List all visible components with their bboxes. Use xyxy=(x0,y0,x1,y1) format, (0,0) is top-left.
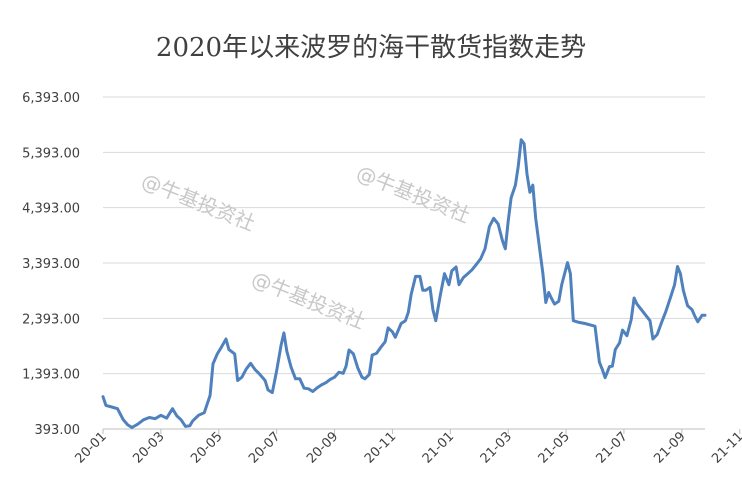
y-tick-label: 3,393.00 xyxy=(22,257,80,272)
y-tick-label: 393.00 xyxy=(35,423,81,438)
y-axis-ticks: 6,393.00 5,393.00 4,393.00 3,393.00 2,393.00… xyxy=(22,91,80,438)
y-tick-label: 1,393.00 xyxy=(22,368,80,383)
y-tick-label: 5,393.00 xyxy=(22,146,80,161)
y-tick-label: 2,393.00 xyxy=(22,312,80,327)
y-tick-label: 4,393.00 xyxy=(22,202,80,217)
series-layer xyxy=(101,138,707,429)
series-line xyxy=(101,138,707,429)
grid-layer xyxy=(103,96,705,430)
chart-title: 2020年以来波罗的海干散货指数走势 xyxy=(156,33,586,63)
y-tick-label: 6,393.00 xyxy=(22,91,80,106)
